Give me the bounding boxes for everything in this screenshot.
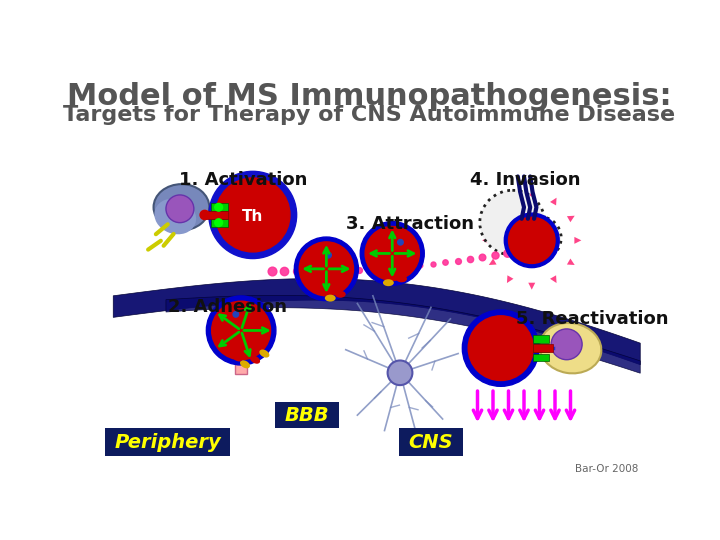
- Ellipse shape: [153, 184, 210, 231]
- Text: Model of MS Immunopathogenesis:: Model of MS Immunopathogenesis:: [67, 82, 671, 111]
- Polygon shape: [507, 275, 513, 283]
- Circle shape: [508, 217, 555, 264]
- Circle shape: [200, 211, 210, 220]
- Circle shape: [518, 217, 561, 260]
- Circle shape: [215, 178, 290, 252]
- Polygon shape: [567, 259, 575, 265]
- Circle shape: [212, 301, 271, 360]
- Ellipse shape: [259, 349, 269, 357]
- Circle shape: [462, 310, 539, 386]
- Circle shape: [209, 171, 297, 259]
- Circle shape: [504, 213, 559, 268]
- Polygon shape: [550, 275, 557, 283]
- Text: Bar-Or 2008: Bar-Or 2008: [575, 464, 639, 475]
- Circle shape: [294, 237, 359, 301]
- Ellipse shape: [383, 279, 394, 286]
- Circle shape: [207, 296, 276, 365]
- Circle shape: [480, 190, 545, 255]
- Bar: [235, 357, 248, 374]
- Bar: [211, 219, 228, 226]
- Bar: [204, 211, 228, 219]
- Polygon shape: [567, 215, 575, 222]
- Polygon shape: [482, 237, 489, 244]
- Bar: [534, 354, 549, 361]
- Text: BBB: BBB: [284, 407, 329, 426]
- Circle shape: [365, 226, 419, 280]
- Text: 2. Adhesion: 2. Adhesion: [168, 298, 287, 316]
- Ellipse shape: [250, 356, 260, 364]
- Circle shape: [215, 204, 222, 211]
- Polygon shape: [528, 283, 535, 289]
- Bar: [534, 335, 549, 343]
- Polygon shape: [528, 191, 535, 198]
- Circle shape: [166, 195, 194, 222]
- Circle shape: [551, 329, 582, 360]
- Text: Targets for Therapy of CNS Autoimmune Disease: Targets for Therapy of CNS Autoimmune Di…: [63, 105, 675, 125]
- Polygon shape: [550, 198, 557, 205]
- Ellipse shape: [335, 291, 346, 298]
- Polygon shape: [166, 295, 640, 373]
- Polygon shape: [489, 259, 497, 265]
- Polygon shape: [507, 198, 513, 205]
- Ellipse shape: [325, 295, 336, 301]
- FancyBboxPatch shape: [104, 428, 230, 456]
- Circle shape: [387, 361, 413, 385]
- Circle shape: [233, 312, 238, 317]
- Bar: [534, 345, 553, 352]
- Text: Periphery: Periphery: [114, 434, 221, 453]
- FancyBboxPatch shape: [399, 428, 463, 456]
- Bar: [534, 345, 549, 352]
- Circle shape: [215, 219, 222, 226]
- Text: 1. Activation: 1. Activation: [179, 171, 307, 189]
- Ellipse shape: [396, 275, 407, 282]
- Text: 4. Invasion: 4. Invasion: [469, 171, 580, 189]
- Ellipse shape: [296, 273, 313, 284]
- Text: Th: Th: [242, 209, 264, 224]
- Polygon shape: [489, 215, 497, 222]
- Text: 3. Attraction: 3. Attraction: [346, 215, 474, 233]
- Polygon shape: [575, 237, 581, 244]
- Circle shape: [468, 316, 534, 381]
- Polygon shape: [113, 279, 640, 364]
- Ellipse shape: [540, 323, 601, 373]
- Ellipse shape: [154, 199, 196, 234]
- Ellipse shape: [233, 353, 242, 361]
- FancyBboxPatch shape: [275, 402, 339, 428]
- Circle shape: [325, 252, 331, 258]
- Ellipse shape: [240, 360, 250, 368]
- Text: CNS: CNS: [409, 434, 454, 453]
- Circle shape: [300, 242, 354, 296]
- Circle shape: [360, 221, 424, 285]
- Bar: [211, 204, 228, 211]
- Text: 5. Reactivation: 5. Reactivation: [516, 309, 669, 328]
- Circle shape: [397, 239, 403, 245]
- Ellipse shape: [405, 254, 423, 265]
